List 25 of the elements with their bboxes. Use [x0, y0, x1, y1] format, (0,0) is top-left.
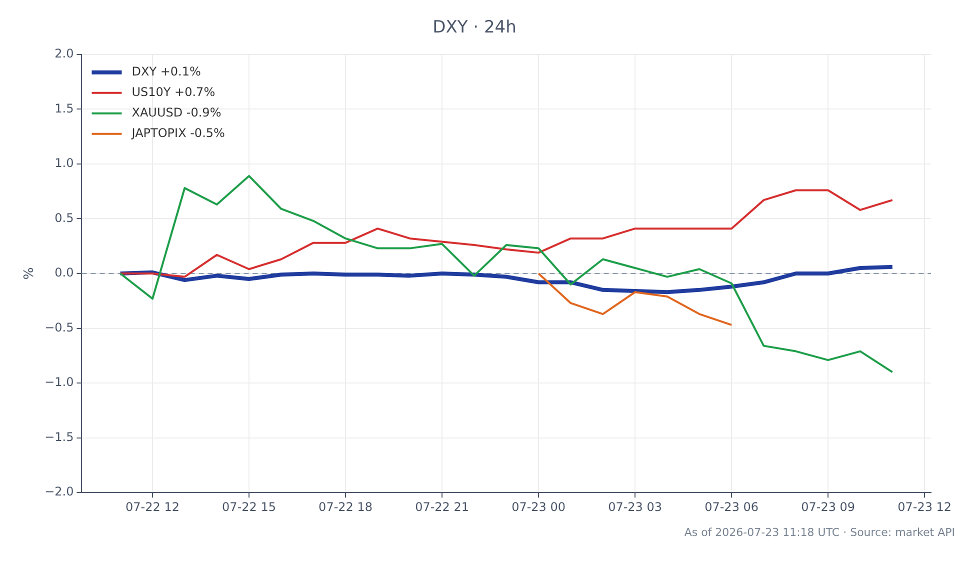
legend-label: DXY +0.1% [132, 64, 201, 79]
x-tick-label: 07-23 06 [704, 500, 759, 514]
chart-title: DXY · 24h [432, 18, 516, 38]
legend-label: XAUUSD -0.9% [132, 106, 222, 120]
x-tick-label: 07-23 12 [898, 500, 952, 514]
x-tick-label: 07-22 21 [415, 500, 470, 514]
x-tick-label: 07-23 09 [801, 500, 856, 514]
text: As of 2026-07-23 11:18 UTC · Source: market API [684, 526, 955, 539]
y-tick-label: 0.5 [54, 210, 74, 225]
y-tick-label: −0.5 [44, 320, 74, 334]
y-tick-label: 1.5 [54, 101, 74, 116]
x-tick-label: 07-22 12 [126, 500, 180, 514]
x-tick-label: 07-22 15 [222, 500, 276, 514]
y-tick-label: −1.0 [44, 375, 74, 390]
x-tick-label: 07-23 03 [608, 500, 662, 514]
y-axis-title: % [22, 267, 38, 280]
x-tick-label: 07-23 00 [512, 500, 566, 514]
legend-label: JAPTOPIX -0.5% [130, 126, 225, 140]
y-tick-label: −2.0 [44, 484, 74, 499]
y-tick-label: 2.0 [54, 46, 74, 61]
y-tick-label: −1.5 [44, 430, 74, 444]
y-tick-label: 1.0 [54, 156, 74, 170]
x-tick-label: 07-22 18 [318, 500, 372, 514]
legend-label: US10Y +0.7% [132, 85, 216, 100]
y-tick-label: 0.0 [54, 266, 74, 280]
